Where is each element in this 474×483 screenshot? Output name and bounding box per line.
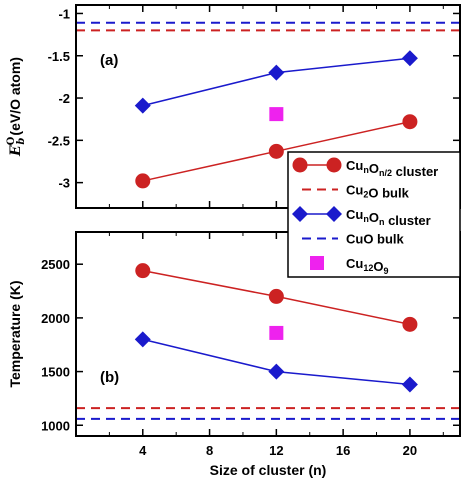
y-axis-label: EOb(eV/O atom)	[6, 57, 27, 157]
legend-label-cu2o_bulk: Cu2O bulk	[346, 183, 410, 201]
panel-b: 2500 2000 1500 1000 (b) Temperature (K) 4 8 12 16…	[7, 231, 461, 478]
data-point	[135, 173, 151, 189]
plot-frame	[75, 4, 461, 209]
data-point	[402, 316, 418, 332]
x-tick-label: 8	[206, 443, 213, 458]
data-point	[268, 143, 284, 159]
legend-label-cuo_bulk: CuO bulk	[346, 232, 405, 247]
y-tick-label: 2000	[41, 311, 70, 326]
x-tick-label: 4	[139, 443, 147, 458]
x-tick-label: 20	[403, 443, 417, 458]
y-tick-label: -2	[58, 91, 70, 106]
legend-marker	[326, 206, 342, 222]
y-tick-label: 1000	[41, 418, 70, 433]
data-point	[268, 288, 284, 304]
y-tick-label: -3	[58, 176, 70, 191]
data-point	[402, 114, 418, 130]
data-point	[268, 64, 285, 81]
y-axis-label: Temperature (K)	[7, 280, 23, 387]
data-point	[401, 376, 418, 393]
legend-label-cu12o9: Cu12O9	[346, 256, 389, 276]
y-tick-label: 1500	[41, 365, 70, 380]
data-point	[134, 97, 151, 114]
legend-label-cuo_cluster: CunOn cluster	[346, 207, 431, 228]
legend: CunOn/2 cluster Cu2O bulk CunOn cluster CuO…	[287, 151, 461, 278]
plot-frame	[75, 231, 461, 437]
data-point	[269, 107, 284, 122]
data-point	[134, 331, 151, 348]
legend-marker	[292, 157, 308, 173]
legend-marker	[310, 256, 324, 270]
data-point	[135, 263, 151, 279]
legend-label-cu2o_cluster: CunOn/2 cluster	[346, 158, 438, 179]
y-tick-label: -2.5	[48, 133, 70, 148]
data-point	[268, 363, 285, 380]
panel-tag: (b)	[100, 369, 119, 386]
legend-marker	[326, 157, 342, 173]
y-tick-label: -1	[58, 6, 70, 21]
x-tick-label: 16	[336, 443, 350, 458]
y-tick-label: -1.5	[48, 49, 70, 64]
panel-tag: (a)	[100, 52, 118, 69]
data-point	[401, 50, 418, 67]
x-tick-label: 12	[269, 443, 283, 458]
panel-a: -1 -1.5 -2 -2.5 -3 (a) EOb(eV/O atom)	[6, 4, 461, 209]
x-axis-label: Size of cluster (n)	[210, 462, 327, 478]
legend-marker	[292, 206, 308, 222]
data-point	[269, 325, 284, 340]
y-tick-label: 2500	[41, 257, 70, 272]
